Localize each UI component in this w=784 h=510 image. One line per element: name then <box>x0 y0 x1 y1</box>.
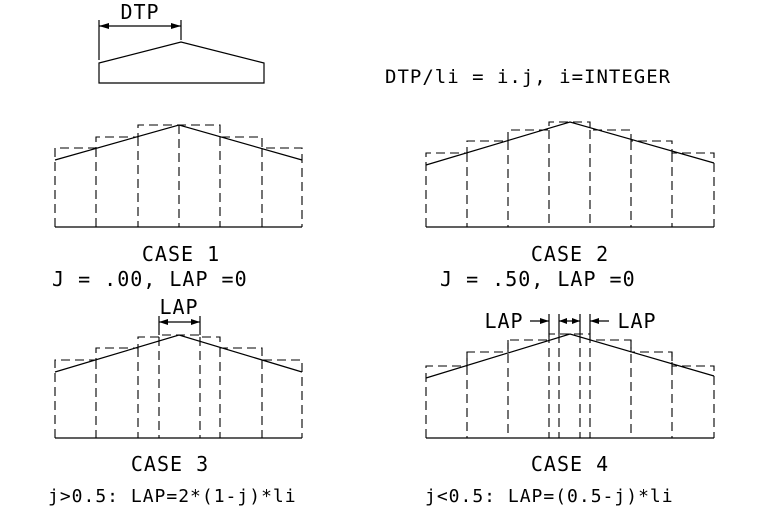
dtp-label: DTP <box>120 0 159 24</box>
case-4-lap-label-left: LAP <box>484 309 523 333</box>
case-3-title: CASE 3 <box>131 452 209 476</box>
reference-profile: DTP <box>98 0 265 84</box>
case-2-title: CASE 2 <box>531 242 609 266</box>
case-3-condition: j>0.5: LAP=2*(1-j)*li <box>48 486 297 507</box>
case-1-condition: J = .00, LAP =0 <box>52 267 248 291</box>
case-2-condition: J = .50, LAP =0 <box>440 267 636 291</box>
case-4-condition: j<0.5: LAP=(0.5-j)*li <box>425 486 674 507</box>
case-4-title: CASE 4 <box>531 452 609 476</box>
case-3-lap-label: LAP <box>159 295 198 319</box>
case-2-diagram <box>425 121 715 228</box>
case-1-diagram <box>54 124 303 228</box>
case-4-lap-label-right: LAP <box>617 309 656 333</box>
case-3-diagram <box>54 316 303 439</box>
formula-text: DTP/li = i.j, i=INTEGER <box>385 66 671 88</box>
case-4-diagram <box>425 314 715 439</box>
case-1-title: CASE 1 <box>142 242 220 266</box>
